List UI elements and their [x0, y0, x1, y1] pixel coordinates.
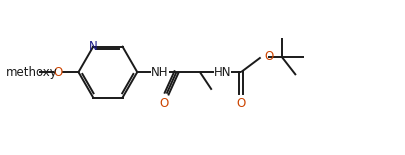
- Text: O: O: [264, 50, 273, 63]
- Text: N: N: [89, 40, 97, 53]
- Text: NH: NH: [151, 66, 168, 79]
- Text: HN: HN: [213, 66, 230, 79]
- Text: O: O: [53, 66, 62, 79]
- Text: O: O: [236, 97, 245, 110]
- Text: O: O: [159, 97, 168, 110]
- Text: methoxy: methoxy: [6, 66, 57, 79]
